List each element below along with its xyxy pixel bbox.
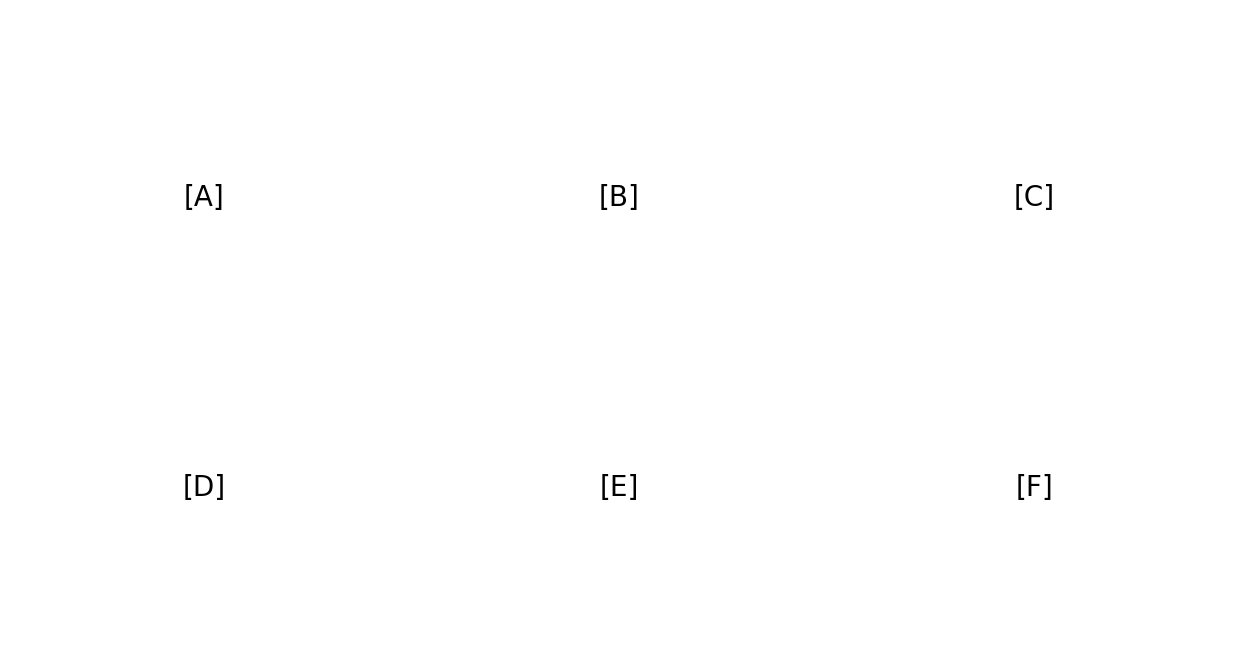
Text: [E]: [E] bbox=[600, 474, 639, 501]
Text: [F]: [F] bbox=[1016, 474, 1053, 501]
Text: [B]: [B] bbox=[600, 184, 639, 212]
Text: [A]: [A] bbox=[185, 184, 224, 212]
Text: [C]: [C] bbox=[1014, 184, 1056, 212]
Text: [D]: [D] bbox=[183, 474, 225, 501]
